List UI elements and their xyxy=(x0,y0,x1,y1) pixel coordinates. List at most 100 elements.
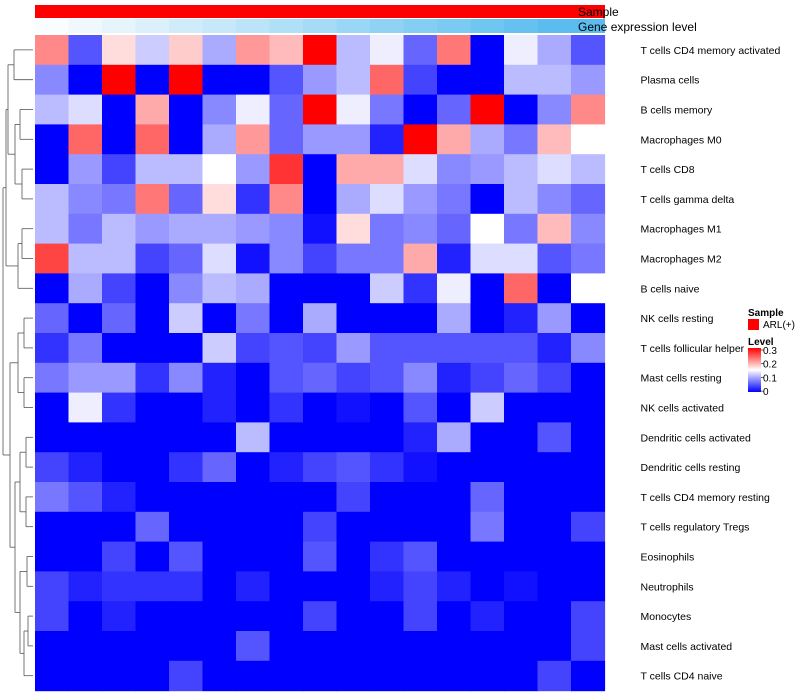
heatmap-cell xyxy=(202,184,237,215)
heatmap-cell xyxy=(370,64,405,96)
heatmap-cell xyxy=(68,452,103,483)
sample-annotation-label: Sample xyxy=(578,5,619,19)
heatmap-cell xyxy=(403,333,438,364)
heatmap-cell xyxy=(336,94,371,125)
heatmap-cell xyxy=(35,333,70,364)
heatmap-cell xyxy=(68,94,103,125)
heatmap-cell xyxy=(537,422,572,453)
heatmap-cell xyxy=(269,541,304,572)
heatmap-cell xyxy=(571,631,606,662)
heatmap-cell xyxy=(470,660,505,692)
heatmap-cell xyxy=(269,631,304,662)
legend-sample-entry: ARL(+) xyxy=(763,320,795,331)
heatmap-cell xyxy=(504,333,539,364)
heatmap-cell xyxy=(537,303,572,334)
heatmap-cell xyxy=(202,452,237,483)
heatmap-cell xyxy=(470,154,505,185)
heatmap-cell xyxy=(403,482,438,513)
heatmap-cell xyxy=(504,213,539,245)
heatmap-cell xyxy=(303,124,338,155)
gene-anno-cell xyxy=(68,19,103,33)
heatmap-cell xyxy=(169,631,204,662)
heatmap-cell xyxy=(236,243,271,274)
heatmap-cell xyxy=(303,511,338,543)
row-label: Dendritic cells resting xyxy=(641,462,741,474)
heatmap-cell xyxy=(202,94,237,125)
heatmap-cell xyxy=(169,392,204,423)
heatmap-cell xyxy=(236,35,271,66)
heatmap-cell xyxy=(403,571,438,602)
heatmap-cell xyxy=(35,124,70,155)
gene-anno-cell xyxy=(202,19,237,33)
heatmap-cell xyxy=(370,601,405,632)
heatmap-cell xyxy=(403,541,438,572)
heatmap-cell xyxy=(370,452,405,483)
heatmap-cell xyxy=(102,511,137,543)
heatmap-cell xyxy=(169,213,204,245)
heatmap-cell xyxy=(571,571,606,602)
heatmap-cell xyxy=(537,273,572,304)
heatmap-cell xyxy=(35,422,70,453)
heatmap-cell xyxy=(169,184,204,215)
heatmap-cell xyxy=(336,362,371,394)
sample-anno-cell xyxy=(135,5,170,18)
heatmap-cell xyxy=(102,213,137,245)
heatmap-cell xyxy=(102,362,137,394)
heatmap-cell xyxy=(303,482,338,513)
heatmap-cell xyxy=(102,333,137,364)
heatmap-cell xyxy=(102,35,137,66)
heatmap-cell xyxy=(437,660,472,692)
heatmap-cell xyxy=(370,482,405,513)
heatmap-cell xyxy=(102,94,137,125)
sample-anno-cell xyxy=(303,5,337,18)
heatmap-cell xyxy=(370,273,405,304)
heatmap-cell xyxy=(169,333,204,364)
gene-anno-cell xyxy=(370,19,404,33)
heatmap-cell xyxy=(537,154,572,185)
heatmap-cell xyxy=(135,243,170,274)
heatmap-cell xyxy=(135,35,170,66)
heatmap-cell xyxy=(370,422,405,453)
row-label: Neutrophils xyxy=(641,581,694,593)
heatmap-cell xyxy=(202,631,237,662)
heatmap-cell xyxy=(135,213,170,245)
heatmap-cell xyxy=(504,422,539,453)
heatmap-cell xyxy=(470,64,505,96)
heatmap-cell xyxy=(102,392,137,423)
heatmap-cell xyxy=(303,333,338,364)
heatmap-cell xyxy=(68,333,103,364)
heatmap-cell xyxy=(370,303,405,334)
heatmap-cell xyxy=(236,273,271,304)
sample-anno-cell xyxy=(437,5,471,18)
heatmap-cell xyxy=(437,333,472,364)
heatmap-cell xyxy=(336,273,371,304)
heatmap-cell xyxy=(269,333,304,364)
heatmap-cell xyxy=(403,452,438,483)
heatmap-cell xyxy=(269,303,304,334)
legend-level-title: Level xyxy=(748,337,774,348)
heatmap-cell xyxy=(236,452,271,483)
heatmap-cell xyxy=(571,154,606,185)
heatmap-cell xyxy=(135,333,170,364)
heatmap-cell xyxy=(504,482,539,513)
row-label: Eosinophils xyxy=(641,552,695,564)
heatmap-cell xyxy=(68,273,103,304)
heatmap-cell xyxy=(102,452,137,483)
heatmap-cell xyxy=(336,660,371,692)
legend-level-colorbar xyxy=(748,348,761,392)
heatmap-cell xyxy=(102,601,137,632)
heatmap-cell xyxy=(437,213,472,245)
gene-anno-cell xyxy=(169,19,203,33)
heatmap-cell xyxy=(303,452,338,483)
heatmap-cell xyxy=(403,243,438,274)
row-label: Plasma cells xyxy=(641,75,700,87)
heatmap-cell xyxy=(135,422,170,453)
heatmap-cell xyxy=(68,213,103,245)
heatmap-cell xyxy=(437,64,472,96)
heatmap-cell xyxy=(470,541,505,572)
heatmap-cell xyxy=(571,422,606,453)
heatmap-cell xyxy=(537,213,572,245)
heatmap-cell xyxy=(35,571,70,602)
heatmap-cell xyxy=(336,511,371,543)
